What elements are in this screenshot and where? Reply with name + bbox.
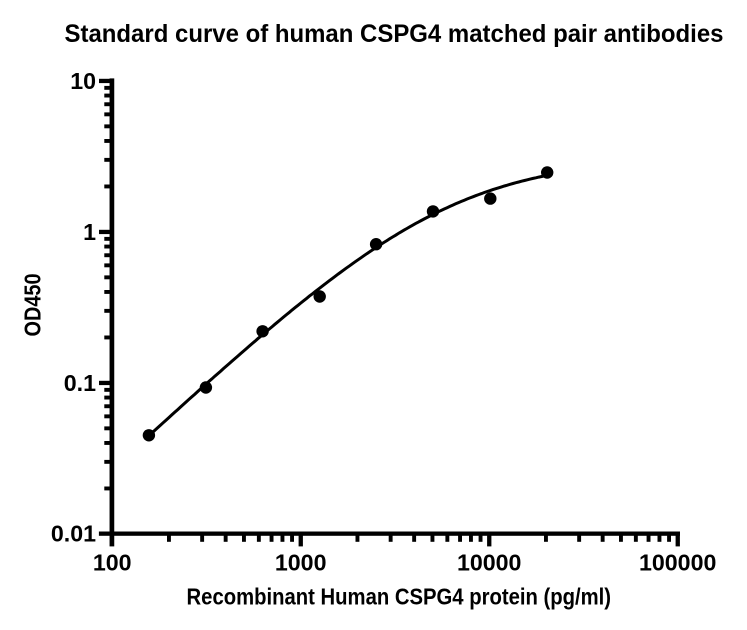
svg-text:0.1: 0.1 <box>64 370 96 396</box>
svg-text:Standard curve of human CSPG4: Standard curve of human CSPG4 matched pa… <box>65 21 724 48</box>
svg-text:100: 100 <box>93 550 132 576</box>
svg-text:OD450: OD450 <box>19 274 45 337</box>
svg-text:1000: 1000 <box>275 550 327 576</box>
svg-text:100000: 100000 <box>639 550 716 576</box>
svg-text:Recombinant Human CSPG4 protei: Recombinant Human CSPG4 protein (pg/ml) <box>187 584 612 610</box>
svg-text:1: 1 <box>83 219 96 245</box>
svg-text:10: 10 <box>70 68 96 94</box>
svg-text:0.01: 0.01 <box>51 521 96 547</box>
svg-text:10000: 10000 <box>457 550 521 576</box>
